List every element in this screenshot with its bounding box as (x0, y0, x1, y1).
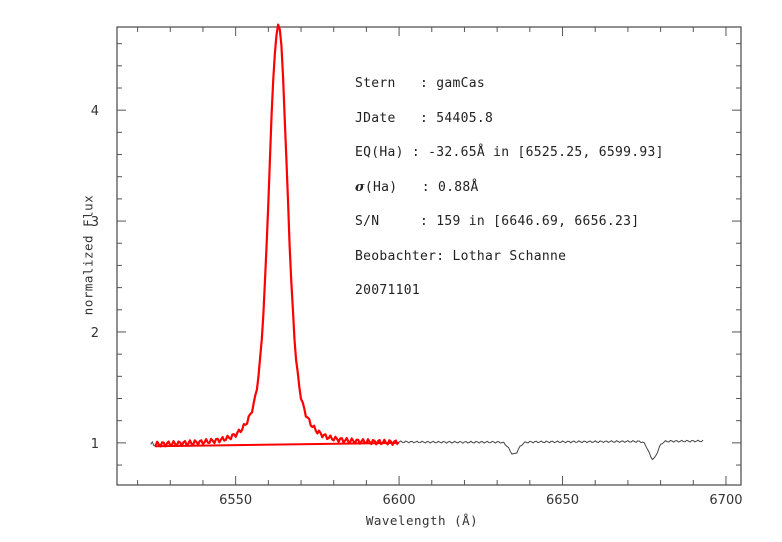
x-axis-label: Wavelength (Å) (365, 513, 479, 528)
plot-frame (116, 26, 742, 486)
x-tick-label: 6550 (219, 493, 252, 508)
axis-ticks (117, 27, 741, 485)
sn-label: S/N : 159 in [6646.69, 6656.23] (355, 214, 640, 229)
eq-label: EQ(Ha) : -32.65Å in [6525.25, 6599.93] (355, 145, 664, 160)
observer-label: Beobachter: Lothar Schanne (355, 248, 567, 264)
y-tick-label: 2 (91, 326, 99, 341)
x-tick-label: 6600 (383, 493, 416, 508)
y-tick-label: 4 (91, 104, 99, 119)
sigma-symbol: σ (355, 179, 365, 195)
jdate-label: JDate : 54405.8 (355, 110, 494, 126)
x-tick-label: 6700 (709, 493, 742, 508)
info-annotation-block: Stern : gamCas JDate : 54405.8 EQ(Ha) : … (355, 76, 664, 318)
sigma-label: σ(Ha) : 0.88Å (355, 180, 664, 215)
y-tick-label: 1 (91, 437, 99, 452)
axis-tick-labels: 6550 6600 6650 6700 1 2 3 4 (91, 104, 743, 508)
sigma-value: (Ha) : 0.88Å (364, 179, 479, 195)
star-label: Stern : gamCas (355, 76, 486, 91)
y-axis-label: normalized Flux (80, 194, 96, 316)
continuum-baseline (154, 441, 399, 448)
halpha-region-line (154, 23, 399, 448)
y-tick-label: 3 (91, 215, 99, 230)
x-tick-label: 6650 (546, 493, 579, 508)
date-label: 20071101 (355, 283, 421, 298)
